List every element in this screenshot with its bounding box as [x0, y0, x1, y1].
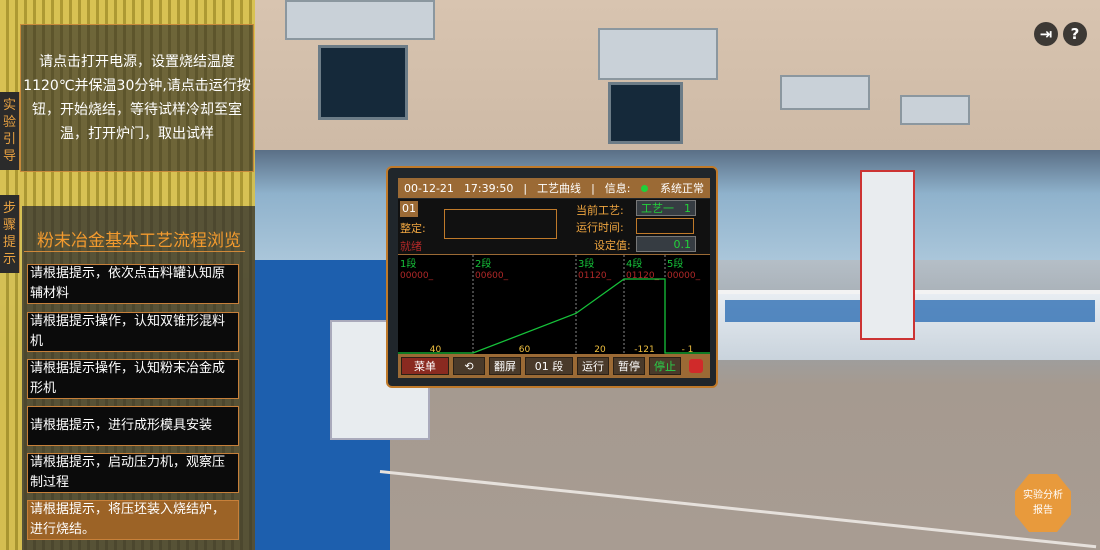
controller-toolbar: 菜单 ⟲ 翻屏 01 段 运行 暂停 停止 [398, 354, 710, 378]
steps-panel: 粉末冶金基本工艺流程浏览 请根据提示，依次点击料罐认知原辅材料 请根据提示操作，… [22, 206, 255, 550]
separator: | [591, 181, 595, 195]
step-item[interactable]: 请根据提示，启动压力机，观察压制过程 [27, 453, 239, 493]
temperature-controller-panel: 00-12-21 17:39:50 | 工艺曲线 | 信息: 系统正常 01 整… [386, 166, 718, 388]
segment-label: 5段 [667, 257, 683, 270]
exit-button[interactable]: ⇥ [1034, 22, 1058, 46]
stop-button[interactable]: 停止 [649, 357, 681, 375]
status-dot-icon [640, 184, 648, 192]
step-item[interactable]: 请根据提示操作，认知粉末冶金成形机 [27, 359, 239, 399]
wall-monitor [318, 45, 408, 120]
segment-setpoint: 01120_ [626, 271, 660, 281]
refresh-icon: ⟲ [464, 359, 474, 373]
experiment-report-button[interactable]: 实验分析 报告 [1015, 474, 1071, 532]
process-curve-line [398, 278, 710, 354]
setting-display [444, 209, 557, 239]
exit-icon: ⇥ [1039, 25, 1053, 43]
mode: 工艺曲线 [537, 182, 582, 195]
time: 17:39:50 [463, 181, 514, 195]
run-button[interactable]: 运行 [577, 357, 609, 375]
segment-label: 1段 [400, 257, 416, 270]
fume-hood [598, 28, 718, 80]
fume-hood [780, 75, 870, 110]
testing-machine [860, 170, 915, 340]
segment-time: 20 [594, 345, 606, 355]
divider [24, 251, 245, 252]
info-label: 信息: [604, 182, 631, 195]
guide-panel: 请点击打开电源，设置烧结温度1120℃并保温30分钟,请点击运行按钮，开始烧结，… [20, 24, 254, 172]
menu-button[interactable]: 菜单 [401, 357, 449, 375]
current-process-label: 当前工艺: [576, 204, 624, 217]
help-button[interactable]: ? [1063, 22, 1087, 46]
report-label-2: 报告 [1033, 505, 1053, 516]
setpoint-label: 设定值: [594, 239, 631, 252]
current-process-field: 工艺一 1 [636, 200, 696, 216]
step-item-active[interactable]: 请根据提示，将压坯装入烧结炉，进行烧结。 [27, 500, 239, 540]
program-number[interactable]: 01 [400, 201, 418, 217]
lock-icon[interactable] [689, 359, 703, 373]
step-item[interactable]: 请根据提示，进行成形模具安装 [27, 406, 239, 446]
fume-hood [285, 0, 435, 40]
tab-step-hints[interactable]: 步骤提示 [0, 195, 20, 273]
wall-monitor [608, 82, 683, 144]
help-icon: ? [1070, 25, 1080, 43]
segment-label: 2段 [475, 257, 491, 270]
process-no: 1 [684, 201, 691, 215]
step-item[interactable]: 请根据提示，依次点击料罐认知原辅材料 [27, 264, 239, 304]
tab-experiment-guide[interactable]: 实验引导 [0, 92, 20, 170]
setpoint-field: 0.1 [636, 236, 696, 252]
segment-setpoint: 01120_ [578, 271, 612, 281]
curve-svg: 1段00000_402段00600_603段01120_204段01120_-1… [398, 255, 710, 355]
state-text: 就绪 [400, 240, 422, 253]
step-item[interactable]: 请根据提示操作，认知双锥形混料机 [27, 312, 239, 352]
run-time-label: 运行时间: [576, 221, 624, 234]
segment-label: 3段 [578, 257, 594, 270]
segment-setpoint: 00000_ [667, 271, 701, 281]
process-curve-chart: 1段 00000_ 40 2段 00600_ 60 3段 01120_ 20 4段 01120_ -1… [398, 254, 710, 355]
controller-header: 00-12-21 17:39:50 | 工艺曲线 | 信息: 系统正常 [398, 178, 710, 198]
controller-info: 01 整定: 就绪 当前工艺: 工艺一 1 运行时间: 设定值: 0.1 [398, 199, 710, 254]
segment-setpoint: 00600_ [475, 271, 509, 281]
segment-label: 4段 [626, 257, 642, 270]
segment-time: 60 [519, 345, 531, 355]
report-label-1: 实验分析 [1023, 490, 1063, 501]
flip-screen-button[interactable]: 翻屏 [489, 357, 521, 375]
setting-label: 整定: [400, 222, 426, 235]
fume-hood [900, 95, 970, 125]
steps-title: 粉末冶金基本工艺流程浏览 [37, 231, 241, 251]
system-status: 系统正常 [660, 182, 704, 195]
pause-button[interactable]: 暂停 [613, 357, 645, 375]
segment-setpoint: 00000_ [400, 271, 434, 281]
run-time-field [636, 218, 694, 234]
date: 00-12-21 [404, 181, 454, 195]
separator: | [523, 181, 528, 195]
floor-line [379, 470, 1097, 549]
process-name: 工艺一 [641, 202, 674, 215]
segment-time: - 1 [682, 345, 694, 355]
segment-button[interactable]: 01 段 [525, 357, 573, 375]
guide-text: 请点击打开电源，设置烧结温度1120℃并保温30分钟,请点击运行按钮，开始烧结，… [23, 54, 251, 142]
segment-time: 40 [430, 345, 442, 355]
segment-time: -121 [634, 345, 654, 355]
refresh-button[interactable]: ⟲ [453, 357, 485, 375]
